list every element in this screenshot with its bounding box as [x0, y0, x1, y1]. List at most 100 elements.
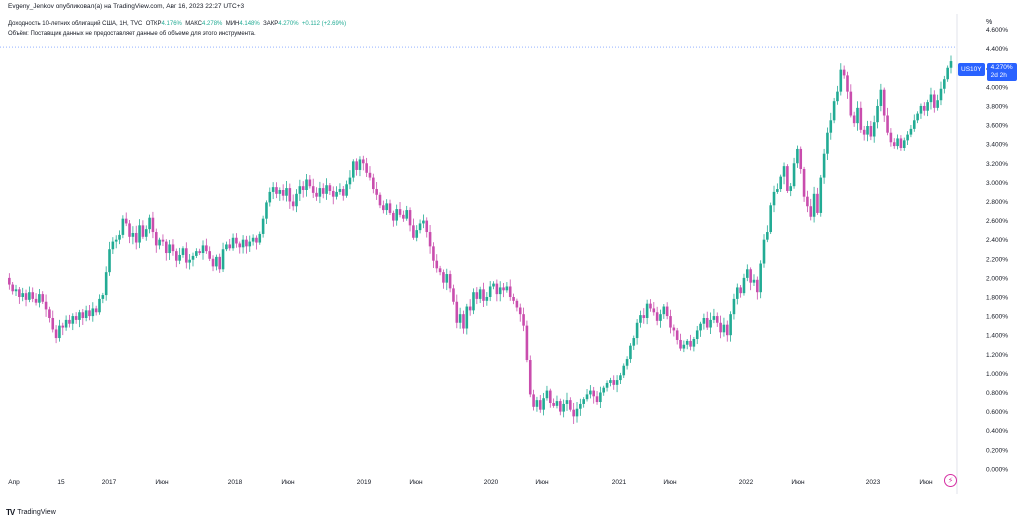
candle-body	[545, 390, 549, 399]
candle	[812, 186, 816, 223]
candle-body	[408, 210, 412, 226]
candle	[846, 71, 849, 99]
candle-body	[809, 206, 813, 217]
price-scale-unit[interactable]: %	[986, 19, 993, 26]
candle	[652, 302, 656, 316]
candle-body	[946, 67, 949, 80]
candle-body	[902, 140, 906, 148]
candle-body	[104, 272, 108, 296]
candle	[402, 210, 405, 222]
candle	[318, 181, 322, 204]
candle	[151, 211, 155, 239]
candle-body	[265, 202, 268, 219]
candle-body	[672, 327, 676, 331]
candle-body	[275, 187, 278, 194]
candle	[228, 238, 232, 251]
candle	[639, 310, 642, 328]
candle	[799, 146, 803, 174]
candle	[495, 279, 499, 302]
candle-body	[365, 163, 368, 173]
candle	[378, 192, 382, 209]
tradingview-logo[interactable]: TV TradingView	[6, 508, 56, 517]
candle	[719, 315, 722, 339]
candle	[178, 247, 181, 265]
candle	[368, 166, 372, 181]
candle-body	[171, 244, 175, 252]
candle	[415, 225, 419, 242]
candle	[128, 219, 131, 244]
candle-body	[649, 303, 652, 309]
candle-body	[462, 314, 465, 329]
legend-low-value: 4.148%	[239, 21, 260, 27]
x-tick-label: Июн	[791, 479, 805, 486]
candle	[412, 218, 415, 240]
candle-body	[348, 177, 352, 185]
candle-body	[161, 239, 165, 242]
lightning-icon[interactable]: ⚡	[944, 474, 957, 487]
candle	[735, 283, 739, 305]
candle-body	[502, 287, 505, 291]
candle	[31, 287, 35, 303]
candle	[181, 246, 185, 258]
candle-body	[876, 105, 879, 123]
candle	[655, 306, 659, 326]
candle-body	[221, 249, 225, 270]
candle-body	[495, 283, 499, 295]
chart-pane[interactable]: 4.600%4.400%4.200%4.000%3.800%3.600%3.40…	[0, 14, 1024, 494]
candle	[308, 175, 312, 189]
candle	[348, 170, 352, 190]
candle	[358, 156, 362, 177]
candle-body	[361, 159, 365, 164]
candle	[515, 298, 519, 312]
candle	[902, 137, 906, 151]
y-tick-label: 2.000%	[986, 275, 1008, 282]
candle-body	[131, 232, 135, 237]
candle	[168, 239, 171, 260]
candle-body	[328, 185, 332, 191]
candle-body	[632, 338, 636, 346]
candle-body	[298, 186, 302, 194]
candle-body	[756, 279, 759, 293]
x-tick-label: Июн	[535, 479, 549, 486]
candle	[61, 322, 65, 336]
candle-body	[685, 340, 689, 345]
candle	[18, 286, 21, 304]
candle-body	[615, 380, 619, 385]
y-tick-label: 2.400%	[986, 237, 1008, 244]
candle	[869, 120, 873, 141]
candle-body	[448, 274, 452, 289]
candle-body	[912, 120, 916, 129]
candle	[405, 205, 409, 221]
candle	[271, 182, 275, 200]
candle-body	[565, 400, 569, 404]
candle	[225, 241, 228, 252]
candle-body	[612, 380, 616, 385]
candle-body	[859, 107, 863, 130]
candle	[291, 194, 295, 211]
y-tick-label: 0.600%	[986, 409, 1008, 416]
series-legend: Доходность 10-летних облигаций США, 1Н, …	[8, 19, 346, 39]
candle-body	[669, 316, 672, 328]
candle-body	[241, 239, 245, 248]
candle-body	[699, 323, 702, 331]
candle-body	[899, 138, 903, 148]
y-tick-label: 1.800%	[986, 294, 1008, 301]
candle	[205, 238, 208, 254]
x-tick-label: 2023	[866, 479, 881, 486]
candle-body	[81, 312, 85, 318]
candle-body	[776, 189, 779, 192]
candle	[258, 231, 262, 245]
candle	[58, 319, 61, 342]
candle-body	[862, 129, 866, 135]
candle-body	[709, 319, 712, 328]
candle	[325, 178, 328, 200]
candle-body	[118, 234, 121, 240]
candle	[241, 235, 245, 254]
candle-body	[949, 61, 953, 68]
y-tick-label: 2.800%	[986, 199, 1008, 206]
candlestick-chart[interactable]: 4.600%4.400%4.200%4.000%3.800%3.600%3.40…	[0, 14, 1024, 494]
candle	[154, 228, 158, 253]
candle	[933, 90, 936, 113]
candle	[111, 237, 115, 254]
candle	[822, 148, 826, 184]
